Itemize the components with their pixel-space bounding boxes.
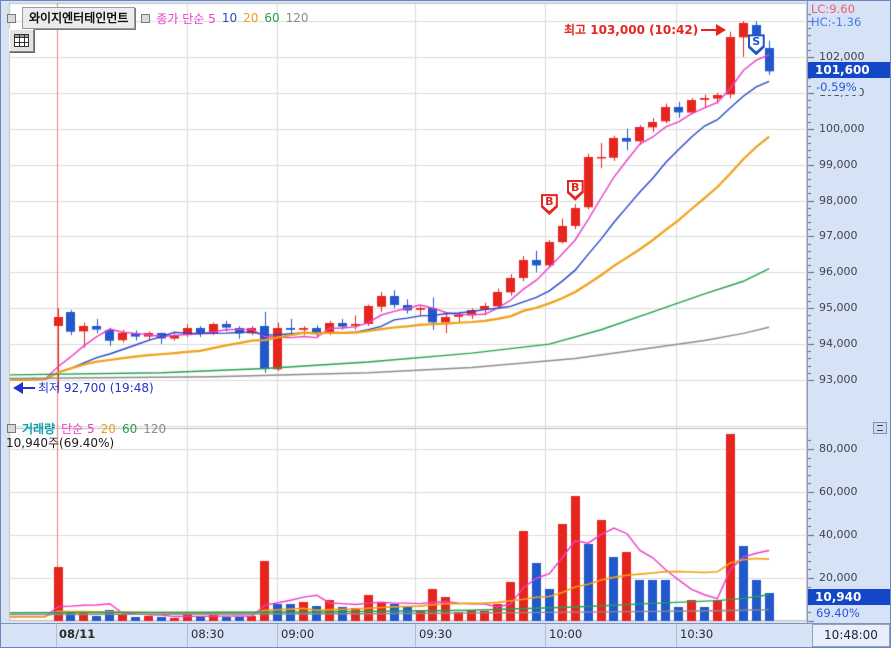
day-low-annotation: 최저 92,700 (19:48) bbox=[13, 379, 154, 396]
volume-pct-label: 69.40% bbox=[815, 606, 863, 621]
marker-inner bbox=[568, 181, 582, 197]
hc-readout: HC:-1.36 bbox=[811, 15, 862, 29]
volume-ma120-label: 120 bbox=[143, 421, 167, 436]
stock-title[interactable]: 와이지엔터테인먼트 bbox=[22, 7, 136, 29]
volume-axis-label: 40,000 bbox=[819, 528, 858, 541]
change-pct-label: -0.59% bbox=[815, 80, 860, 95]
arrow-line bbox=[23, 386, 35, 389]
price-axis-label: 98,000 bbox=[819, 193, 858, 207]
current-volume-box: 10,940 bbox=[808, 589, 890, 605]
arrow-line bbox=[701, 28, 717, 31]
clock-readout: 10:48:00 bbox=[812, 624, 890, 647]
volume-legend: 거래량 단순 5 20 60 120 bbox=[7, 420, 166, 437]
price-ma60-label: 60 bbox=[264, 11, 280, 25]
price-ma120-label: 120 bbox=[285, 11, 309, 25]
time-axis-separator bbox=[545, 624, 546, 647]
arrow-right-icon bbox=[716, 23, 727, 36]
time-axis-label: 09:30 bbox=[419, 627, 453, 641]
marker-letter: S bbox=[752, 35, 761, 49]
day-low-text: 최저 92,700 (19:48) bbox=[38, 381, 154, 395]
volume-stat: 10,940주(69.40%) bbox=[6, 436, 115, 450]
legend-bullet-icon bbox=[141, 13, 151, 23]
day-high-annotation: 최고 103,000 (10:42) bbox=[564, 21, 727, 38]
volume-axis-label: 80,000 bbox=[819, 442, 858, 455]
pane-resize-icon[interactable] bbox=[873, 422, 887, 434]
time-axis-separator bbox=[187, 624, 188, 647]
volume-ma5-label: 단순 5 bbox=[61, 422, 95, 436]
time-axis-separator bbox=[56, 624, 57, 647]
time-axis-label: 08:30 bbox=[191, 627, 225, 641]
volume-ma60-label: 60 bbox=[121, 421, 138, 436]
price-axis-label: 102,000 bbox=[819, 49, 865, 63]
legend-bullet-icon bbox=[7, 13, 16, 23]
day-high-text: 최고 103,000 (10:42) bbox=[564, 23, 699, 37]
price-axis-label: 94,000 bbox=[819, 337, 858, 351]
price-axis-label: 100,000 bbox=[819, 121, 865, 135]
volume-ma20-label: 20 bbox=[100, 421, 116, 436]
trade-marker-B: B bbox=[566, 179, 584, 201]
time-axis-separator bbox=[277, 624, 278, 647]
grid-tool-button[interactable] bbox=[9, 29, 34, 52]
marker-inner bbox=[542, 196, 556, 212]
lc-readout: LC:9.60 bbox=[811, 2, 855, 16]
time-axis-label: 08/11 bbox=[59, 627, 96, 641]
price-axis-label: 96,000 bbox=[819, 265, 858, 279]
marker-letter: B bbox=[545, 195, 554, 209]
time-axis-label: 10:00 bbox=[549, 627, 583, 641]
legend-bullet-icon bbox=[7, 424, 16, 433]
volume-axis-label: 60,000 bbox=[819, 485, 858, 498]
price-axis-label: 97,000 bbox=[819, 229, 858, 243]
trade-marker-S: S bbox=[747, 34, 765, 56]
price-ma10-label: 10 bbox=[221, 11, 238, 25]
volume-label: 거래량 bbox=[22, 422, 56, 436]
time-axis-label: 10:30 bbox=[680, 627, 714, 641]
price-axis-label: 93,000 bbox=[819, 373, 858, 386]
price-legend: 와이지엔터테인먼트 종가 단순 5 10 20 60 120 bbox=[7, 7, 309, 29]
price-ma5-label: 종가 단순 5 bbox=[156, 11, 216, 26]
marker-inner bbox=[749, 36, 763, 52]
time-axis-separator bbox=[676, 624, 677, 647]
time-axis-separator bbox=[415, 624, 416, 647]
table-grid-icon bbox=[14, 34, 29, 47]
price-axis-label: 95,000 bbox=[819, 301, 858, 315]
arrow-left-icon bbox=[13, 381, 23, 394]
trade-marker-B: B bbox=[540, 194, 558, 216]
marker-letter: B bbox=[570, 180, 580, 194]
price-axis-label: 99,000 bbox=[819, 157, 858, 171]
price-ma20-label: 20 bbox=[243, 11, 259, 25]
volume-axis-label: 20,000 bbox=[819, 571, 858, 584]
current-price-box: 101,600 bbox=[808, 62, 890, 78]
resize-glyph bbox=[877, 425, 883, 431]
time-axis-label: 09:00 bbox=[281, 627, 315, 641]
